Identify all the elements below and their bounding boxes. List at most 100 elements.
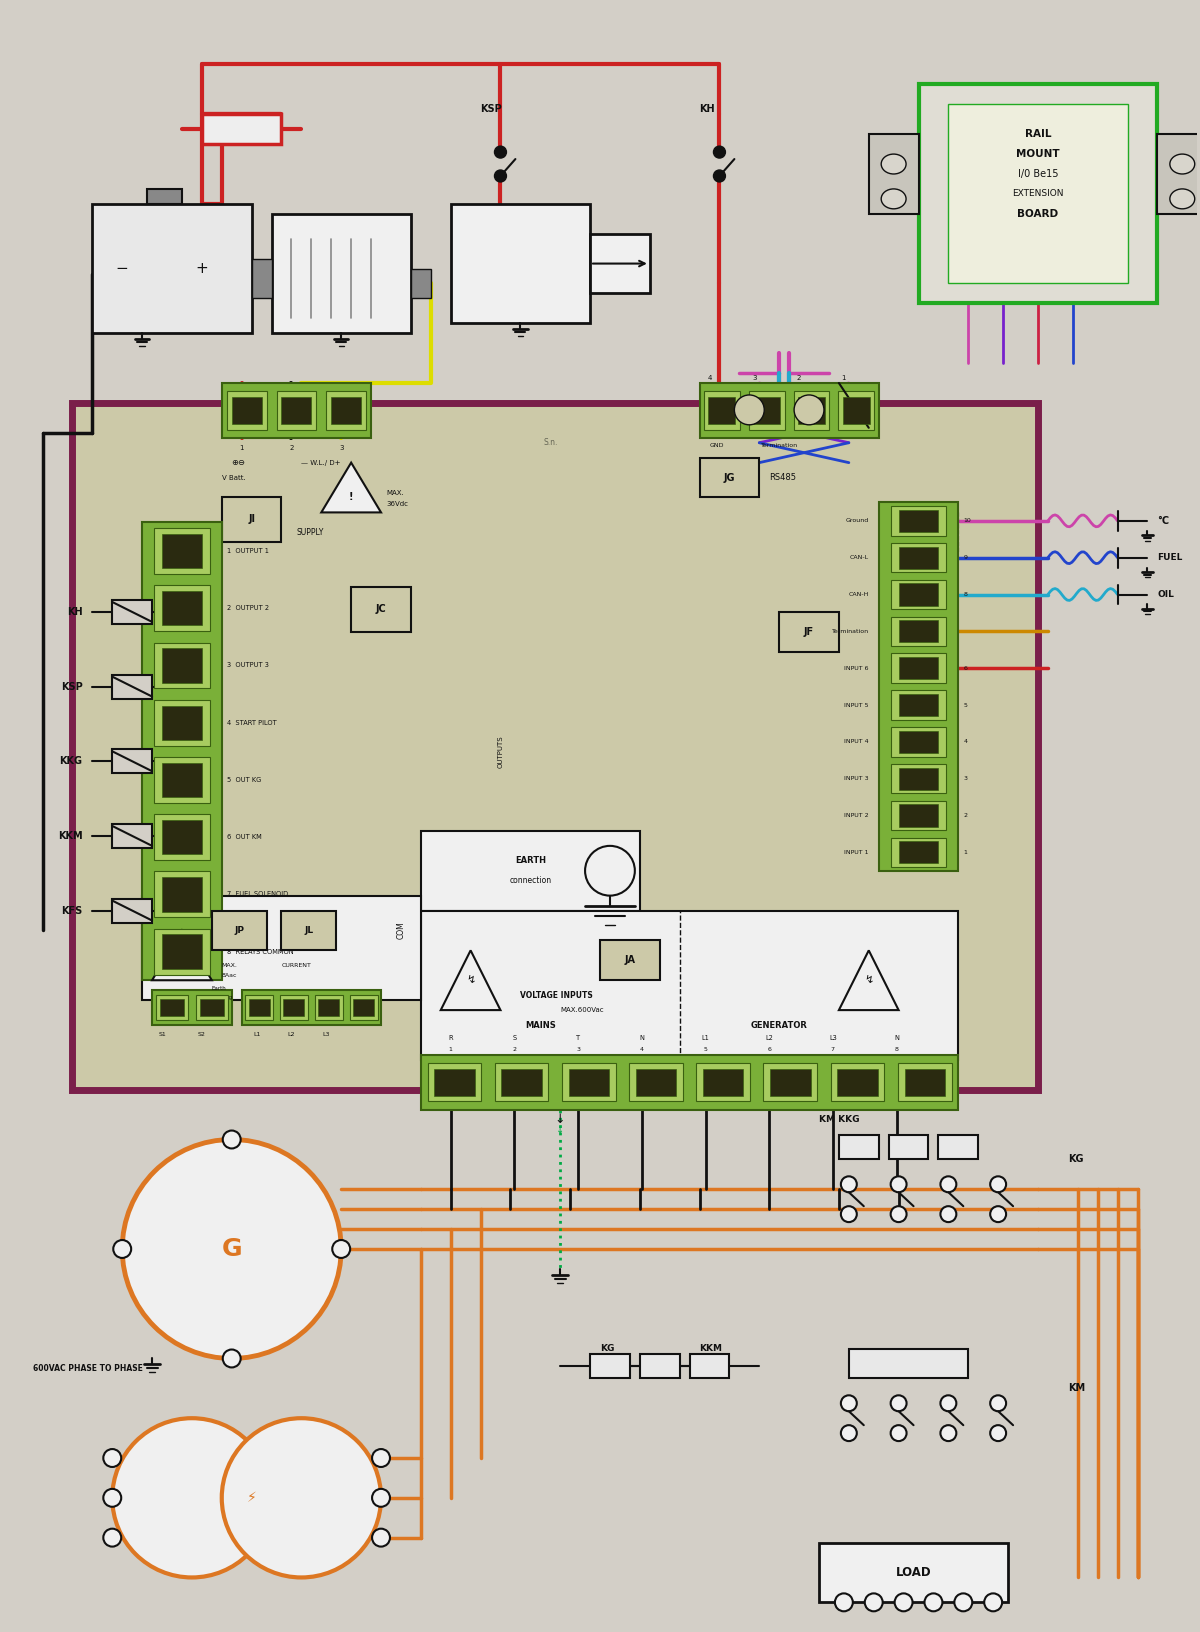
Bar	[222, 498, 282, 542]
Circle shape	[890, 1395, 906, 1412]
Circle shape	[895, 1593, 912, 1611]
Bar	[421, 1054, 959, 1110]
Bar	[421, 911, 959, 1059]
Text: V Batt.: V Batt.	[222, 475, 246, 480]
Bar	[899, 620, 938, 643]
Bar	[890, 617, 947, 646]
Text: 3: 3	[752, 375, 756, 380]
Text: INPUT 2: INPUT 2	[844, 813, 869, 818]
Text: KSP: KSP	[480, 104, 503, 114]
Text: −: −	[116, 261, 128, 276]
Bar	[889, 1134, 929, 1159]
Text: JI: JI	[248, 514, 256, 524]
Bar	[154, 929, 210, 974]
Ellipse shape	[881, 153, 906, 175]
Text: N: N	[640, 1035, 644, 1041]
Text: 1: 1	[964, 850, 967, 855]
Circle shape	[835, 1593, 853, 1611]
Bar	[245, 996, 274, 1020]
Text: 2: 2	[797, 375, 802, 380]
Bar	[326, 392, 366, 429]
Bar	[569, 1069, 608, 1097]
Circle shape	[984, 1593, 1002, 1611]
Bar	[890, 728, 947, 757]
Text: EXTENSION: EXTENSION	[1013, 189, 1063, 199]
Ellipse shape	[1170, 189, 1195, 209]
Bar	[703, 1069, 743, 1097]
Circle shape	[890, 1206, 906, 1222]
Bar	[200, 999, 223, 1017]
Text: R: R	[449, 1035, 454, 1041]
Text: RAIL: RAIL	[1025, 129, 1051, 139]
Text: KH: KH	[700, 104, 715, 114]
Text: 6: 6	[767, 1048, 772, 1053]
Text: JP: JP	[235, 925, 245, 935]
Bar	[890, 506, 947, 535]
Text: !: !	[180, 956, 184, 965]
Bar	[839, 1134, 878, 1159]
Text: 4: 4	[640, 1048, 644, 1053]
Text: !: !	[349, 493, 354, 503]
Bar	[154, 871, 210, 917]
Text: L1: L1	[253, 1033, 260, 1038]
Bar	[890, 543, 947, 573]
Text: KSP: KSP	[61, 682, 83, 692]
Text: ↯: ↯	[864, 976, 874, 986]
Bar	[148, 189, 182, 204]
Bar	[113, 674, 152, 698]
Text: ⚡: ⚡	[247, 1490, 257, 1505]
Circle shape	[586, 845, 635, 896]
Text: 600VAC PHASE TO PHASE: 600VAC PHASE TO PHASE	[32, 1364, 143, 1373]
Bar	[271, 214, 410, 333]
Text: L1: L1	[702, 1035, 709, 1041]
Text: KG: KG	[600, 1345, 614, 1353]
Text: COM: COM	[396, 922, 406, 940]
Text: KG: KG	[1068, 1154, 1084, 1164]
Text: CAN-H: CAN-H	[848, 592, 869, 597]
Bar	[818, 1542, 1008, 1603]
Text: 2: 2	[964, 813, 967, 818]
Text: L3: L3	[829, 1035, 836, 1041]
Text: KKG: KKG	[60, 756, 83, 767]
Text: RS485: RS485	[769, 473, 797, 481]
Bar	[700, 384, 878, 437]
Text: KKM: KKM	[700, 1345, 722, 1353]
Text: 1: 1	[841, 375, 846, 380]
Text: FUEL: FUEL	[1158, 553, 1183, 561]
Bar	[154, 757, 210, 803]
Text: 3: 3	[964, 777, 967, 782]
Bar	[890, 801, 947, 831]
Bar	[142, 896, 421, 1000]
Bar	[839, 392, 875, 429]
Text: L3: L3	[323, 1033, 330, 1038]
Text: JL: JL	[305, 925, 314, 935]
Circle shape	[494, 170, 506, 181]
Text: JG: JG	[724, 473, 736, 483]
Bar	[704, 392, 740, 429]
Bar	[899, 840, 938, 863]
Text: 1: 1	[240, 444, 244, 450]
Text: BOARD: BOARD	[1018, 209, 1058, 219]
Bar	[905, 1069, 944, 1097]
Bar	[154, 700, 210, 746]
Text: sensing: sensing	[212, 994, 233, 1000]
Bar	[890, 690, 947, 720]
Text: 3: 3	[576, 1048, 580, 1053]
Text: 1  OUTPUT 1: 1 OUTPUT 1	[227, 548, 269, 553]
Bar	[152, 991, 232, 1025]
Circle shape	[841, 1177, 857, 1193]
Bar	[890, 837, 947, 867]
Text: INPUT 1: INPUT 1	[845, 850, 869, 855]
Text: T: T	[576, 1035, 580, 1041]
Text: 10: 10	[964, 519, 971, 524]
Text: 9: 9	[964, 555, 967, 560]
Bar	[162, 878, 202, 912]
Bar	[282, 397, 311, 424]
Bar	[349, 996, 378, 1020]
Bar	[899, 805, 938, 826]
Circle shape	[841, 1206, 857, 1222]
Circle shape	[372, 1449, 390, 1467]
Text: MAX.600Vac: MAX.600Vac	[560, 1007, 604, 1013]
Text: °C: °C	[1158, 516, 1170, 526]
Text: ↓: ↓	[556, 1124, 564, 1134]
